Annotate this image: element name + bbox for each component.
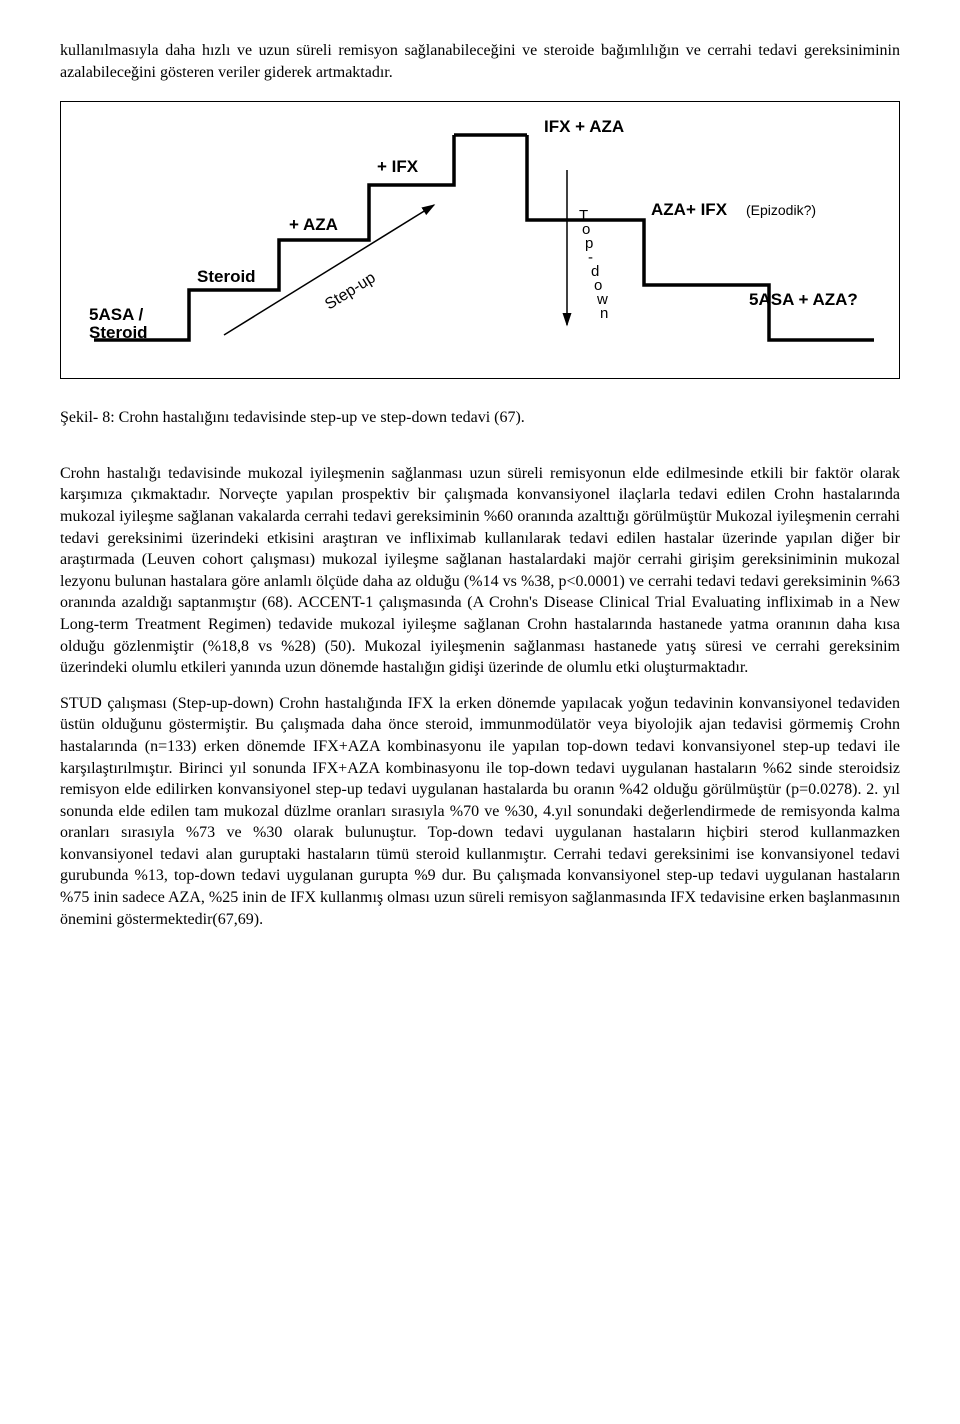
step-diagram-svg: 5ASA / Steroid Steroid + AZA + IFX IFX +… bbox=[69, 110, 889, 370]
label-aza-ifx: AZA+ IFX bbox=[651, 200, 728, 219]
label-aza: + AZA bbox=[289, 215, 338, 234]
label-5asa: 5ASA / bbox=[89, 305, 143, 324]
label-epizodik: (Epizodik?) bbox=[746, 202, 816, 218]
figure-caption: Şekil- 8: Crohn hastalığını tedavisinde … bbox=[60, 407, 900, 429]
top-down-stair-icon bbox=[527, 135, 874, 340]
label-5asa-aza: 5ASA + AZA? bbox=[749, 290, 858, 309]
label-steroid-bottom: Steroid bbox=[89, 323, 148, 342]
intro-paragraph: kullanılmasıyla daha hızlı ve uzun sürel… bbox=[60, 40, 900, 83]
label-steroid: Steroid bbox=[197, 267, 256, 286]
label-step-up: Step-up bbox=[322, 269, 379, 313]
body-paragraph-2: STUD çalışması (Step-up-down) Crohn hast… bbox=[60, 693, 900, 931]
body-paragraph-1: Crohn hastalığı tedavisinde mukozal iyil… bbox=[60, 463, 900, 679]
label-top-down: T o p - d o w n bbox=[579, 207, 612, 322]
label-ifx-aza-top: IFX + AZA bbox=[544, 117, 624, 136]
treatment-diagram: 5ASA / Steroid Steroid + AZA + IFX IFX +… bbox=[60, 101, 900, 379]
label-ifx: + IFX bbox=[377, 157, 419, 176]
